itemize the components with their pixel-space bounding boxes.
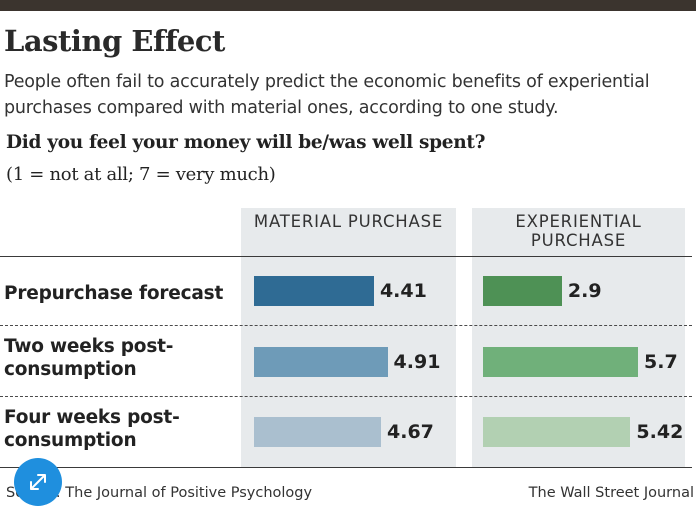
material-value-label: 4.67 [387,421,434,443]
bottom-divider [0,467,692,468]
material-bar [254,417,382,447]
material-value-label: 4.91 [393,351,441,373]
material-column-header: MATERIAL PURCHASE [253,212,444,231]
survey-question: Did you feel your money will be/was well… [6,132,486,153]
row-divider [0,325,692,326]
row-label-four-weeks: Four weeks post-consumption [4,407,180,451]
expand-button[interactable] [14,458,62,506]
material-value-label: 4.41 [379,280,427,302]
experiential-bar [483,347,639,377]
publisher-credit: The Wall Street Journal [528,485,694,501]
experiential-value-label: 5.42 [636,421,684,443]
chart-subtitle: People often fail to accurately predict … [4,72,650,118]
material-bar [254,276,374,306]
experiential-bar [483,276,562,306]
chart-title: Lasting Effect [4,24,225,58]
source-note: Source: The Journal of Positive Psycholo… [6,485,313,501]
expand-arrows-icon [30,474,46,490]
row-divider [0,396,692,397]
scale-note: (1 = not at all; 7 = very much) [6,164,276,185]
top-bar [0,0,696,11]
experiential-value-label: 5.7 [644,351,678,373]
header-divider [0,256,692,257]
experiential-value-label: 2.9 [567,280,602,302]
material-bar [254,347,388,377]
row-label-prepurchase: Prepurchase forecast [4,283,224,304]
experiential-column-header: EXPERIENTIAL PURCHASE [515,212,642,250]
experiential-bar [483,417,631,447]
row-label-two-weeks: Two weeks post-consumption [4,336,174,380]
